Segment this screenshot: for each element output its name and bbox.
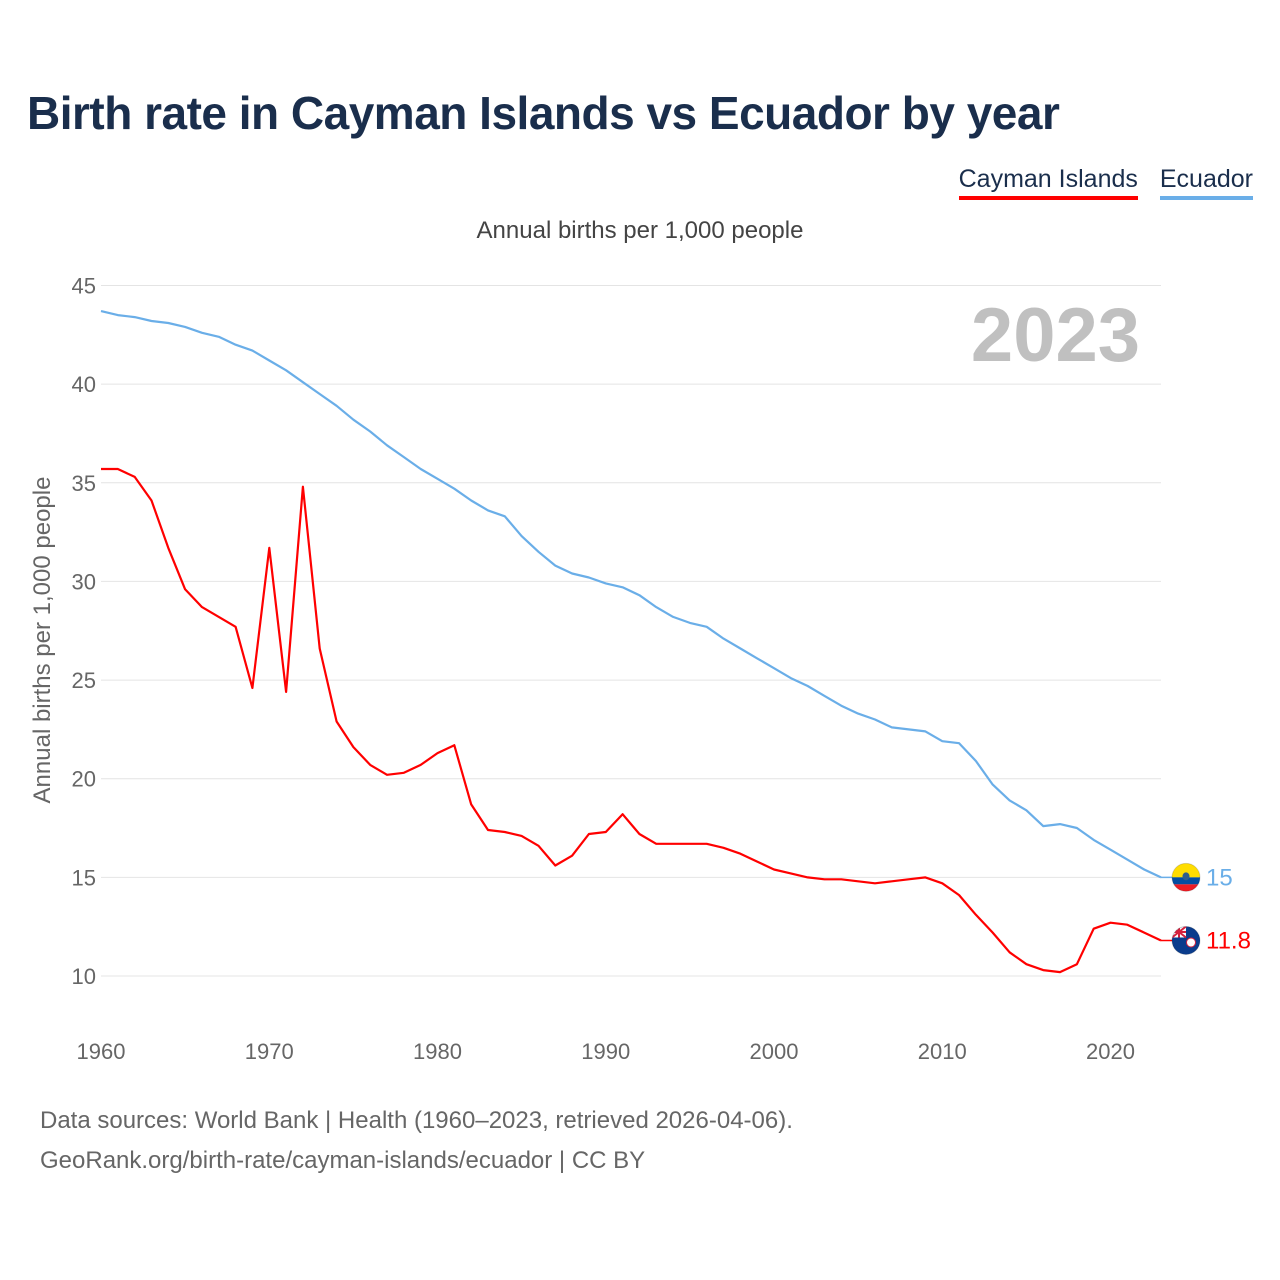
- legend: Cayman Islands Ecuador: [958, 165, 1253, 200]
- cayman-islands-flag-icon: [1171, 925, 1201, 955]
- x-tick-label-1960: 1960: [77, 1039, 126, 1064]
- x-tick-label-1970: 1970: [245, 1039, 294, 1064]
- footer-link[interactable]: GeoRank.org/birth-rate/cayman-islands/ec…: [40, 1147, 646, 1174]
- end-value-label-cayman-islands: 11.8: [1206, 927, 1251, 954]
- x-tick-label-2020: 2020: [1086, 1039, 1135, 1064]
- x-tick-label-1990: 1990: [581, 1039, 630, 1064]
- end-value-label-ecuador: 15: [1206, 864, 1233, 891]
- y-tick-label-25: 25: [72, 668, 96, 693]
- gridlines: [101, 285, 1161, 977]
- series-lines: [100, 310, 1162, 974]
- x-tick-label-1980: 1980: [413, 1039, 462, 1064]
- ecuador-flag-icon: [1171, 862, 1201, 892]
- x-tick-label-2000: 2000: [750, 1039, 799, 1064]
- footer-source: Data sources: World Bank | Health (1960–…: [40, 1107, 793, 1134]
- series-line-ecuador: [100, 310, 1162, 879]
- y-tick-label-10: 10: [72, 964, 96, 989]
- end-markers: 11.8 15: [1161, 862, 1251, 955]
- y-tick-label-35: 35: [72, 471, 96, 496]
- year-watermark: 2023: [971, 293, 1140, 378]
- y-tick-label-20: 20: [72, 767, 96, 792]
- x-tick-label-2010: 2010: [918, 1039, 967, 1064]
- y-tick-label-15: 15: [72, 865, 96, 890]
- y-tick-label-30: 30: [72, 569, 96, 594]
- legend-item-ecuador[interactable]: Ecuador: [1159, 165, 1253, 200]
- y-axis-ticks: 10 15 20 25 30 35 40 45: [72, 274, 96, 990]
- x-axis-ticks: 1960 1970 1980 1990 2000 2010 2020: [77, 1039, 1135, 1064]
- chart-title: Birth rate in Cayman Islands vs Ecuador …: [27, 87, 1060, 139]
- y-axis-label: Annual births per 1,000 people: [29, 477, 56, 804]
- y-tick-label-40: 40: [72, 372, 96, 397]
- chart-subtitle: Annual births per 1,000 people: [476, 217, 804, 244]
- legend-item-cayman-islands[interactable]: Cayman Islands: [958, 165, 1138, 200]
- series-line-cayman-islands: [101, 467, 1162, 974]
- y-tick-label-45: 45: [72, 274, 96, 299]
